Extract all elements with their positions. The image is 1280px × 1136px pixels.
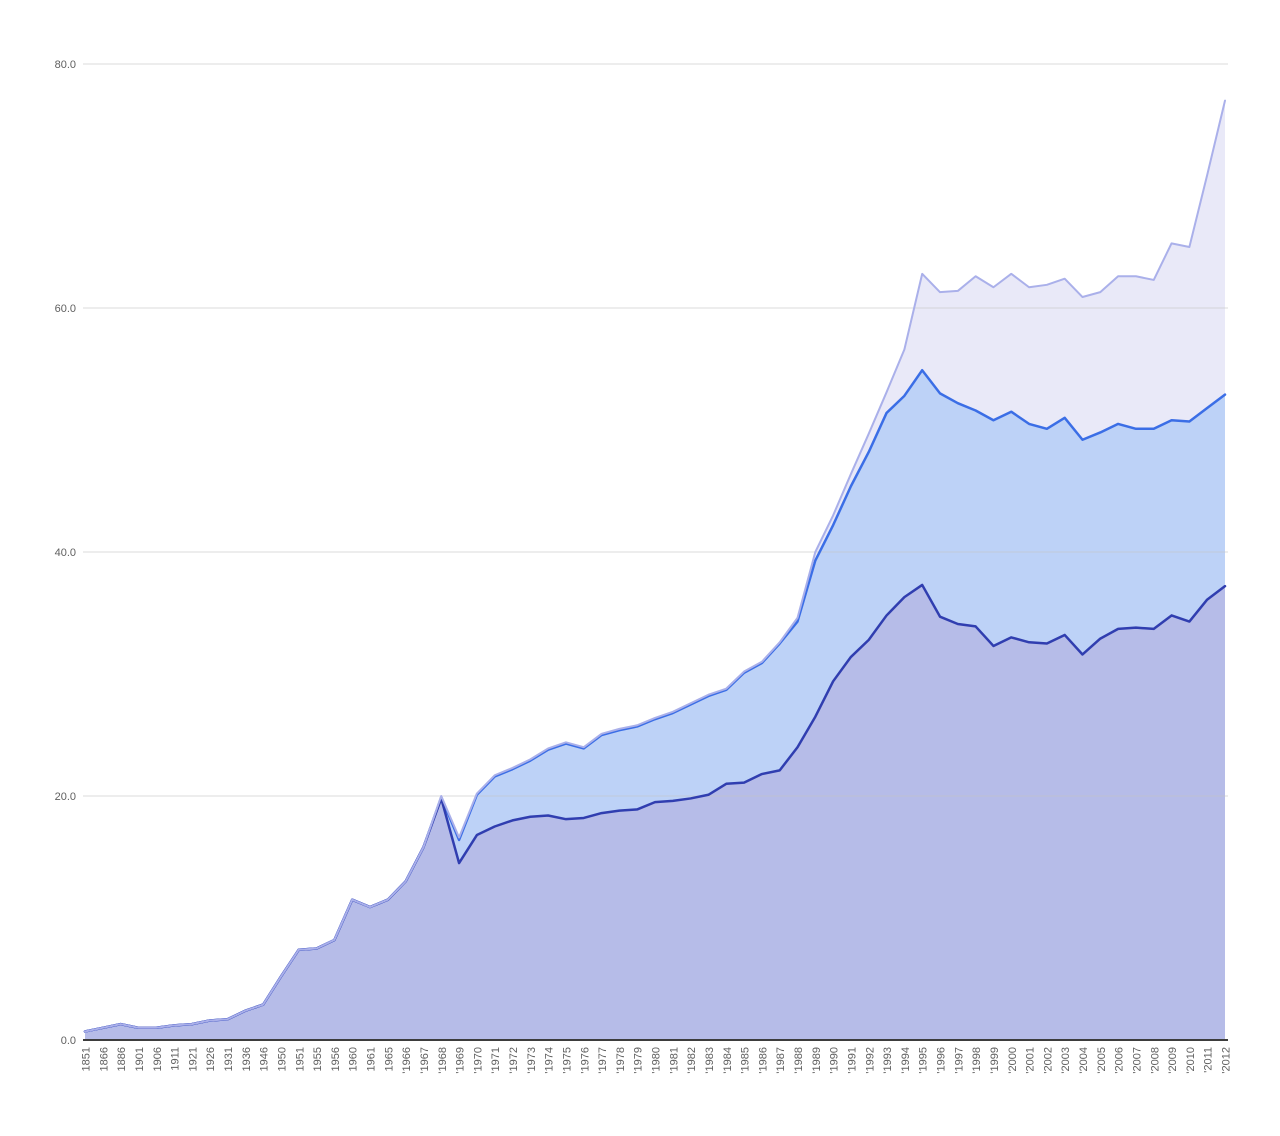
x-axis-tick-label: '1985 (740, 1047, 752, 1074)
x-axis-tick-label: '2008 (1149, 1047, 1161, 1074)
x-axis-tick-label: 1851 (81, 1047, 93, 1071)
y-axis-labels: 0.0 20.0 40.0 60.0 80.0 (55, 59, 76, 1047)
x-axis-tick-label: 1955 (312, 1047, 324, 1071)
x-axis-tick-label: '1993 (882, 1047, 894, 1074)
x-axis-tick-label: '1991 (846, 1047, 858, 1074)
x-axis-tick-label: '1972 (508, 1047, 520, 1074)
x-axis-tick-label: '1999 (989, 1047, 1001, 1074)
x-axis-tick-label: '1976 (579, 1047, 591, 1074)
x-axis-tick-label: '2005 (1096, 1047, 1108, 1074)
x-axis-tick-label: '1998 (971, 1047, 983, 1074)
x-axis-tick-label: 1961 (366, 1047, 378, 1071)
x-axis-tick-label: '1989 (811, 1047, 823, 1074)
x-axis-tick-label: '1982 (686, 1047, 698, 1074)
x-axis-tick-label: '1970 (472, 1047, 484, 1074)
x-axis-tick-label: '1977 (597, 1047, 609, 1074)
x-axis-tick-label: '1980 (651, 1047, 663, 1074)
x-axis-tick-label: 1921 (187, 1047, 199, 1071)
x-axis-tick-label: '2002 (1042, 1047, 1054, 1074)
x-axis-tick-label: 1950 (276, 1047, 288, 1071)
x-axis-tick-label: '1967 (419, 1047, 431, 1074)
line-series-top (84, 99, 1226, 1033)
x-axis-tick-label: '1986 (757, 1047, 769, 1074)
x-axis-tick-label: 1931 (223, 1047, 235, 1071)
x-axis-tick-label: '1974 (544, 1047, 556, 1074)
x-axis-tick-label: '2012 (1221, 1047, 1233, 1074)
y-axis-tick-label: 20.0 (55, 791, 76, 803)
y-axis-tick-label: 40.0 (55, 547, 76, 559)
x-axis-tick-label: 1911 (170, 1047, 182, 1071)
x-axis-tick-label: '2003 (1060, 1047, 1072, 1074)
series-areas (85, 100, 1225, 1041)
y-axis-tick-label: 80.0 (55, 59, 76, 71)
x-axis-tick-label: 1886 (116, 1047, 128, 1071)
x-axis-tick-label: 1956 (330, 1047, 342, 1071)
x-axis-tick-label: '2001 (1025, 1047, 1037, 1074)
x-axis-tick-label: '1994 (900, 1047, 912, 1074)
area-series-bottom (85, 584, 1225, 1040)
x-axis-tick-label: '1996 (936, 1047, 948, 1074)
x-axis-tick-label: '1971 (490, 1047, 502, 1074)
x-axis-tick-label: '1968 (437, 1047, 449, 1074)
x-axis-tick-label: '2000 (1007, 1047, 1019, 1074)
x-axis-tick-label: '1988 (793, 1047, 805, 1074)
x-axis-tick-label: '1973 (526, 1047, 538, 1074)
x-axis-tick-label: '1969 (455, 1047, 467, 1074)
gridlines (83, 63, 1228, 797)
x-axis-tick-label: '1978 (615, 1047, 627, 1074)
x-axis-tick-label: '1983 (704, 1047, 716, 1074)
series-lines (83, 99, 1227, 1033)
y-axis-tick-label: 0.0 (61, 1035, 76, 1047)
x-axis-tick-label: '1987 (775, 1047, 787, 1074)
x-axis-tick-label: '2009 (1167, 1047, 1179, 1074)
x-axis-tick-label: '2004 (1078, 1047, 1090, 1074)
x-axis-tick-label: '1997 (953, 1047, 965, 1074)
x-axis-tick-label: 1946 (259, 1047, 271, 1071)
x-axis-tick-label: '1979 (633, 1047, 645, 1074)
x-axis-tick-label: 1906 (152, 1047, 164, 1071)
y-axis-tick-label: 60.0 (55, 303, 76, 315)
x-axis-tick-label: 1866 (98, 1047, 110, 1071)
x-axis-tick-label: 1965 (383, 1047, 395, 1071)
x-axis-tick-label: '1975 (561, 1047, 573, 1074)
x-axis-tick-label: '2007 (1131, 1047, 1143, 1074)
x-axis-tick-label: 1951 (294, 1047, 306, 1071)
x-axis-tick-label: '1984 (722, 1047, 734, 1074)
x-axis-tick-label: '2010 (1185, 1047, 1197, 1074)
x-axis-tick-label: 1901 (134, 1047, 146, 1071)
x-axis-tick-label: '1966 (401, 1047, 413, 1074)
x-axis-tick-label: '1981 (668, 1047, 680, 1074)
x-axis-tick-label: 1936 (241, 1047, 253, 1071)
x-axis-tick-label: 1960 (348, 1047, 360, 1071)
x-axis-tick-label: '2011 (1203, 1047, 1215, 1073)
x-axis-labels: 1851 1866 1886 1901 1906 1911 1921 1926 1931 1936… (81, 1047, 1233, 1074)
x-axis-tick-label: '1992 (864, 1047, 876, 1074)
x-axis-tick-label: '2006 (1114, 1047, 1126, 1074)
x-axis-tick-label: 1926 (205, 1047, 217, 1071)
x-axis-tick-label: '1990 (829, 1047, 841, 1074)
x-axis-tick-label: '1995 (918, 1047, 930, 1074)
